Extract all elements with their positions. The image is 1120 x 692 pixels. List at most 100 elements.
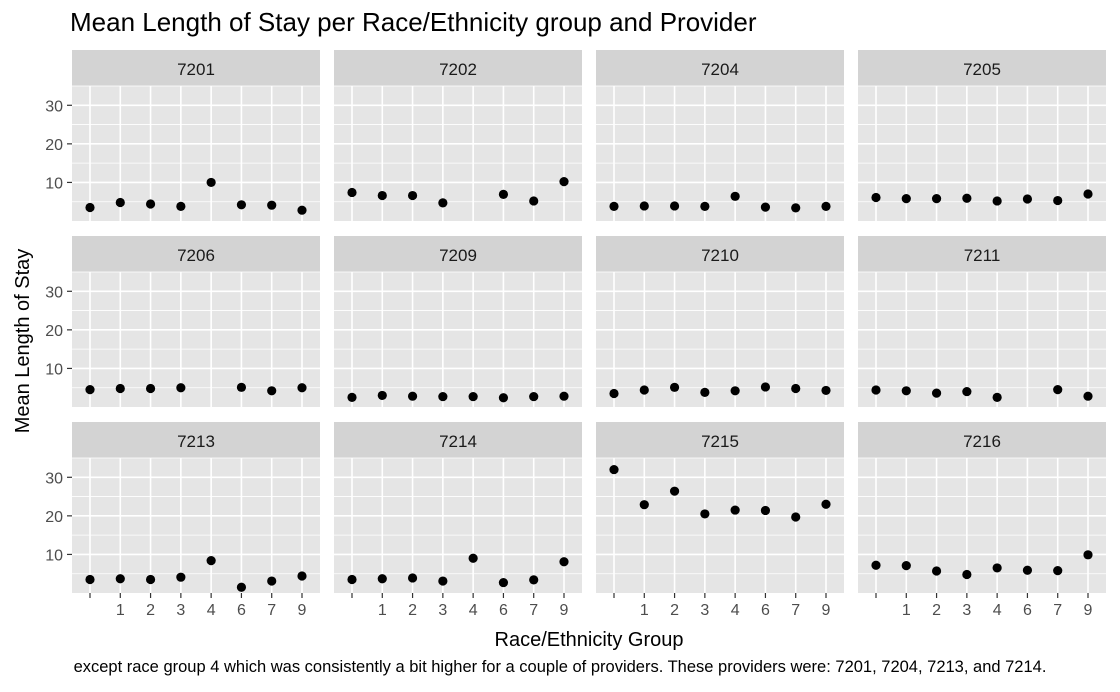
x-tick-label: 9 <box>822 602 831 619</box>
y-tick-label: 10 <box>45 175 63 192</box>
data-point <box>962 386 972 397</box>
facet-strip <box>72 50 320 86</box>
data-point <box>145 383 156 394</box>
facet-panel: 7210 <box>596 236 844 407</box>
data-point <box>85 202 95 213</box>
plot-area <box>858 85 1106 221</box>
facet-label: 7201 <box>177 60 215 79</box>
x-tick-label: 1 <box>116 602 125 619</box>
panel-background <box>596 272 844 407</box>
x-tick-label: 7 <box>529 602 538 619</box>
x-tick-label: 9 <box>560 602 569 619</box>
plot-area: 1 2 3 4 6 7 9 <box>858 457 1106 619</box>
x-tick-label: 3 <box>700 602 709 619</box>
x-tick-label: 3 <box>962 602 971 619</box>
facet-label: 7206 <box>177 246 215 265</box>
data-point <box>931 388 942 398</box>
data-point <box>871 192 881 203</box>
plot-area <box>596 271 844 407</box>
facet-label: 7215 <box>701 432 739 451</box>
facet-panel: 7214 1 2 3 4 6 7 9 <box>334 422 582 619</box>
data-point <box>407 190 418 201</box>
data-point <box>407 391 418 401</box>
data-point <box>176 572 186 582</box>
data-point <box>267 576 277 586</box>
y-tick-label: 30 <box>45 470 63 487</box>
data-point <box>821 385 831 396</box>
x-tick-label: 9 <box>1084 602 1093 619</box>
facet-panel: 7202 <box>334 50 582 221</box>
data-point <box>962 569 972 580</box>
facet-label: 7204 <box>701 60 739 79</box>
data-point <box>791 512 801 522</box>
data-point <box>931 566 942 576</box>
plot-area: 1 2 3 4 6 7 9 <box>334 457 582 619</box>
panel-background <box>334 86 582 221</box>
data-point <box>85 385 95 395</box>
data-point <box>821 201 831 211</box>
facet-strip <box>596 236 844 272</box>
x-tick-label: 2 <box>932 602 941 619</box>
data-point <box>297 205 307 215</box>
data-point <box>992 563 1002 573</box>
data-point <box>871 560 881 570</box>
data-point <box>176 383 186 393</box>
facet-label: 7211 <box>964 246 1001 265</box>
data-point <box>760 505 771 516</box>
data-point <box>438 391 448 402</box>
x-tick-label: 3 <box>438 602 447 619</box>
data-point <box>700 387 710 397</box>
y-tick-label: 10 <box>45 361 63 378</box>
x-tick-label: 7 <box>791 602 800 619</box>
x-tick-label: 9 <box>298 602 307 619</box>
data-point <box>639 500 649 510</box>
facet-strip <box>334 50 582 86</box>
x-axis-title: Race/Ethnicity Group <box>495 629 684 651</box>
data-point <box>1083 391 1093 401</box>
data-point <box>468 553 478 563</box>
data-point <box>901 561 911 571</box>
x-tick-label: 1 <box>640 602 649 619</box>
facet-strip <box>596 422 844 458</box>
data-point <box>871 385 881 395</box>
y-tick-label: 10 <box>45 547 63 564</box>
data-point <box>498 577 509 588</box>
panel-background <box>72 458 320 593</box>
facet-panel: 7201 10 20 30 <box>45 50 320 221</box>
plot-area: 10 20 30 1 2 3 4 6 7 9 <box>45 457 320 619</box>
data-point <box>962 193 972 203</box>
plot-area: 1 2 3 4 6 7 9 <box>596 457 844 619</box>
y-tick-label: 30 <box>45 98 63 115</box>
facet-strip <box>858 422 1106 458</box>
x-tick-label: 6 <box>499 602 508 619</box>
x-tick-label: 3 <box>176 602 185 619</box>
panel-background <box>334 458 582 593</box>
data-point <box>609 201 619 211</box>
data-point <box>297 571 307 581</box>
data-point <box>669 201 680 211</box>
data-point <box>901 386 911 396</box>
data-point <box>115 197 125 208</box>
data-point <box>529 196 539 206</box>
data-point <box>639 201 649 211</box>
data-point <box>438 576 448 586</box>
x-tick-label: 1 <box>378 602 387 619</box>
chart-title: Mean Length of Stay per Race/Ethnicity g… <box>70 7 757 37</box>
x-tick-label: 2 <box>408 602 417 619</box>
data-point <box>559 177 569 187</box>
facet-strip <box>334 236 582 272</box>
data-point <box>206 556 216 566</box>
data-point <box>468 391 478 402</box>
data-point <box>206 177 216 188</box>
data-point <box>529 575 539 585</box>
x-tick-label: 1 <box>902 602 911 619</box>
x-tick-label: 6 <box>1023 602 1032 619</box>
x-tick-label: 2 <box>146 602 155 619</box>
y-tick-label: 30 <box>45 284 63 301</box>
x-tick-label: 7 <box>267 602 276 619</box>
data-point <box>176 201 186 211</box>
facet-strip <box>596 50 844 86</box>
data-point <box>438 198 448 208</box>
facet-panel: 7206 10 20 30 <box>45 236 320 407</box>
